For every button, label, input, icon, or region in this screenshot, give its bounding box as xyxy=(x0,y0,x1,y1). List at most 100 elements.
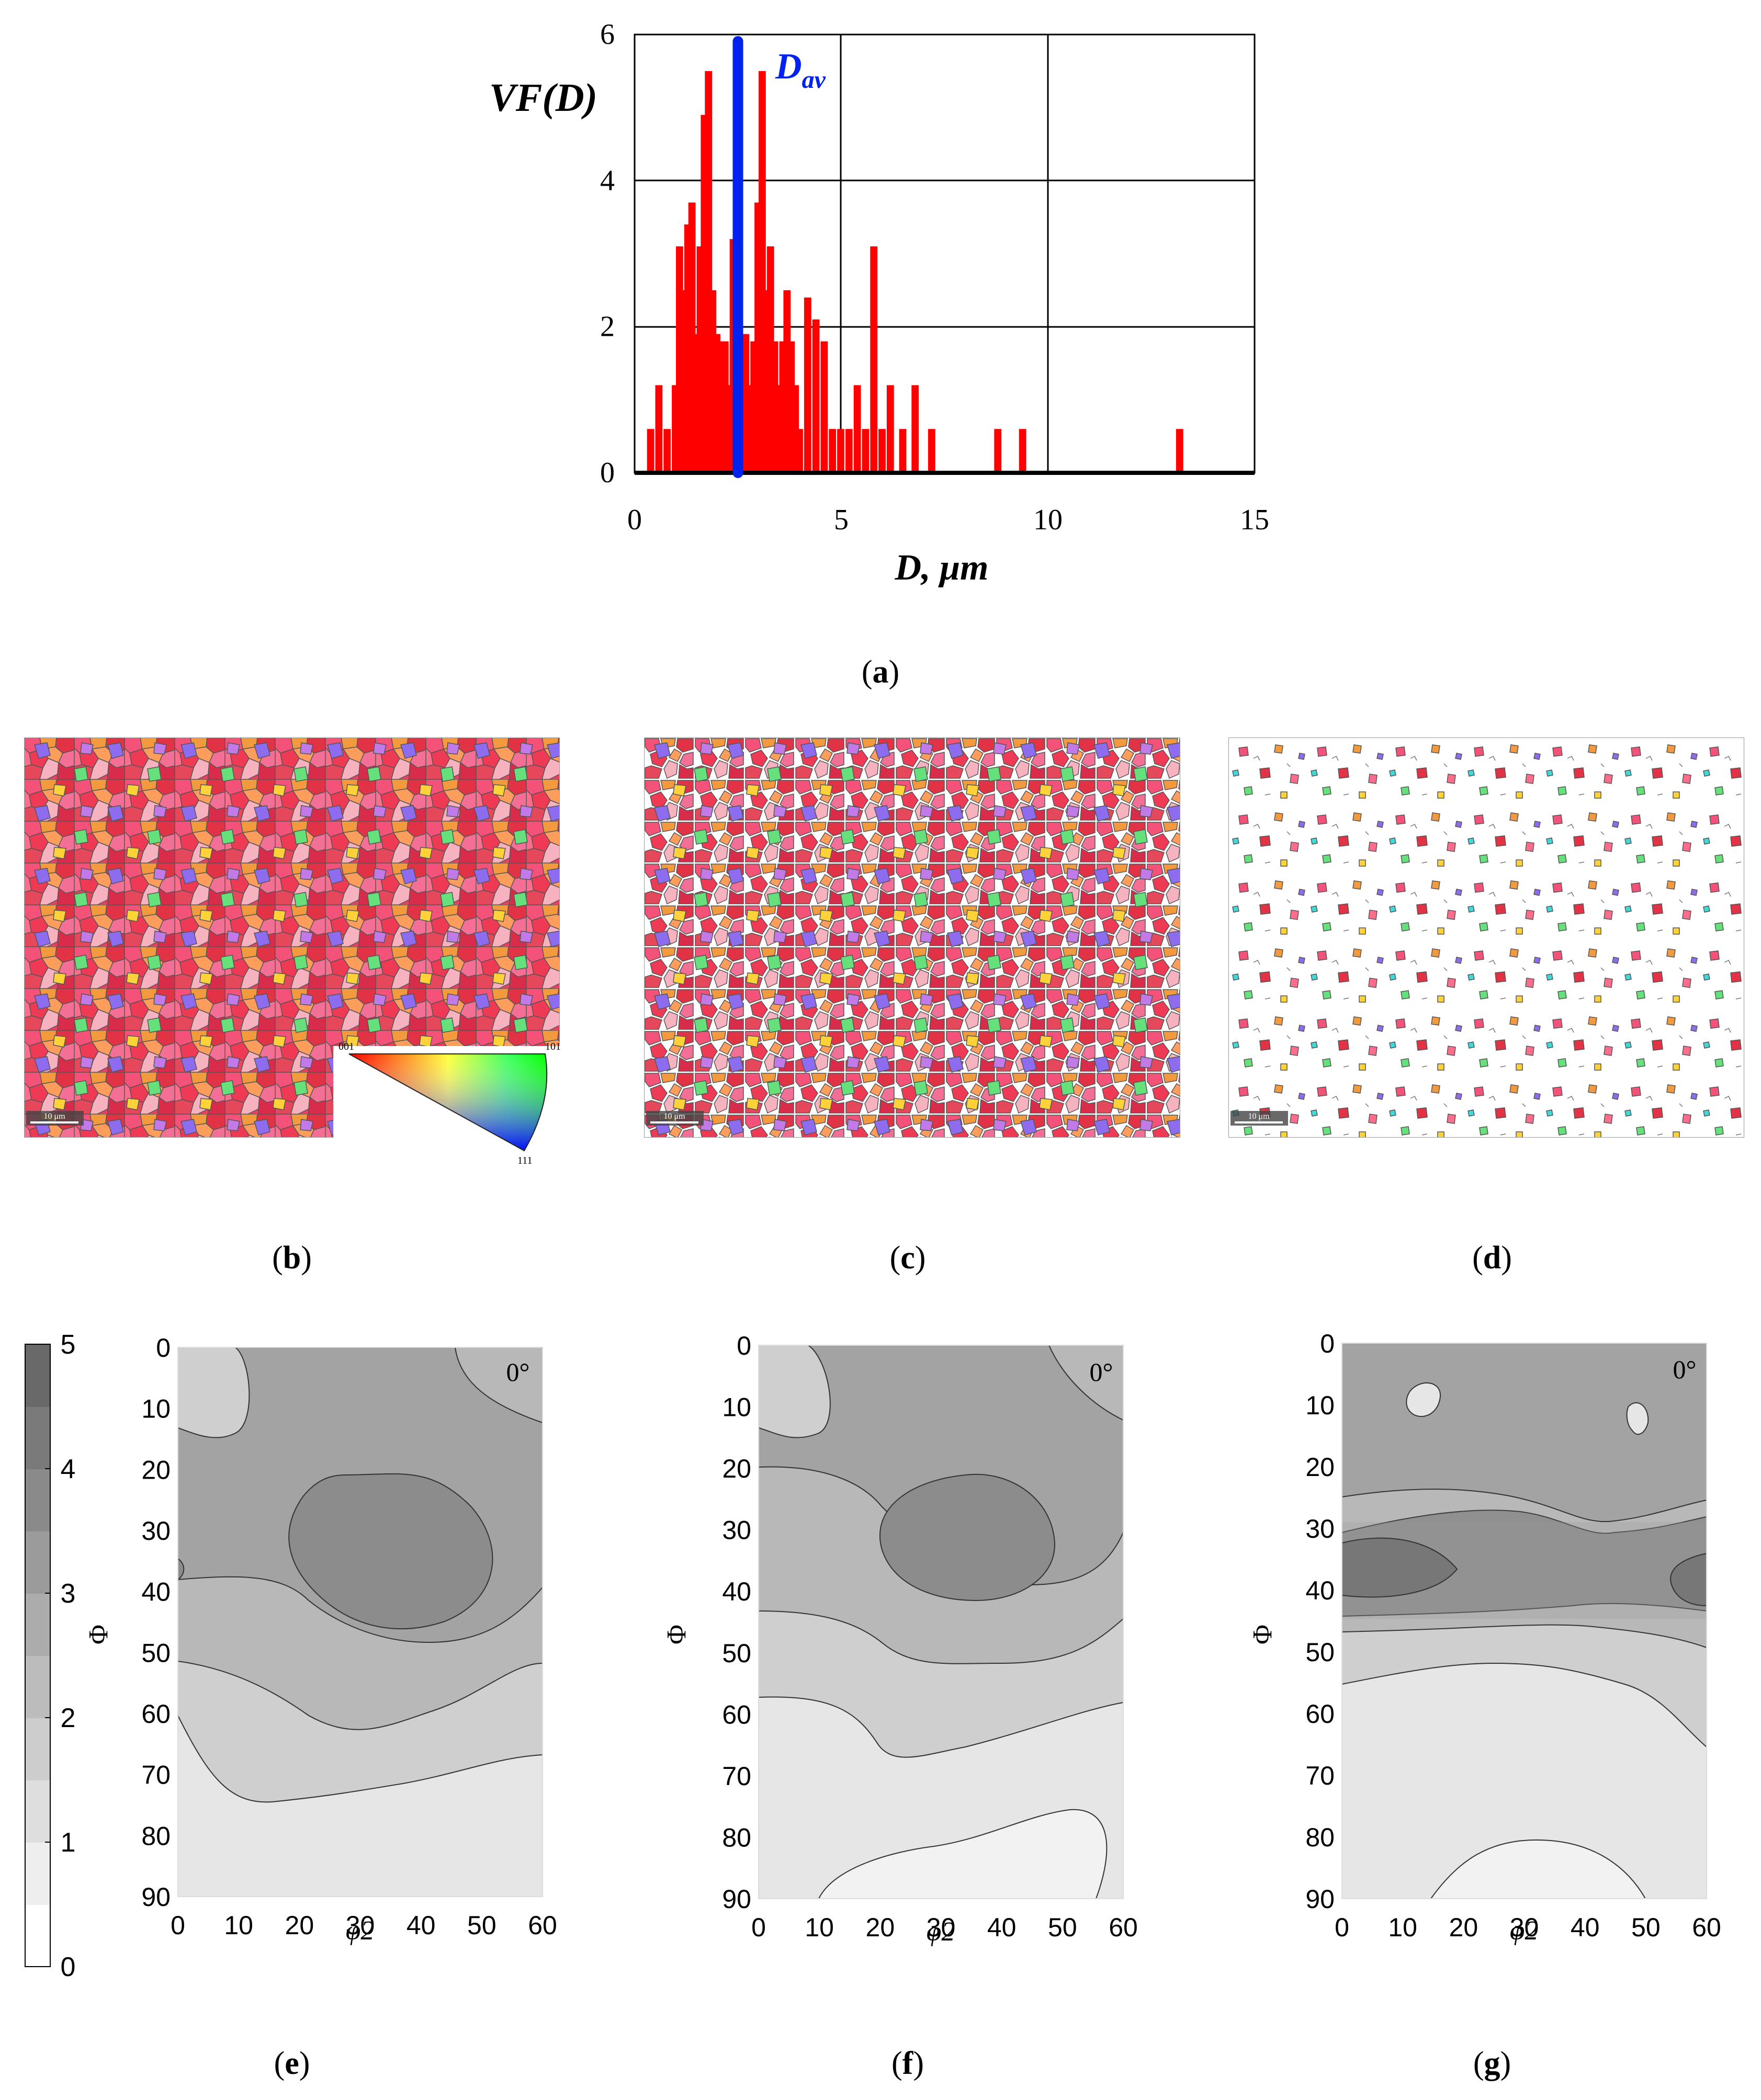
odf-x-tick: 0 xyxy=(751,1913,766,1942)
histogram-chart: 0 5 10 15 0 2 4 6 VF(D) D, μm Dav xyxy=(489,18,1269,588)
odf-y-tick: 40 xyxy=(722,1577,751,1606)
panel-label-b: (b) xyxy=(272,1240,312,1276)
colorbar-step xyxy=(25,1842,50,1905)
odf-y-tick: 30 xyxy=(722,1516,751,1545)
odf-x-tick: 60 xyxy=(1109,1913,1138,1942)
hist-bar xyxy=(655,385,663,473)
panel-label-c: (c) xyxy=(889,1240,926,1276)
ebsd-map-d: 10 μm xyxy=(1228,737,1744,1138)
odf-e-xlabel: φ2 xyxy=(346,1916,375,1946)
odf-x-tick: 30 xyxy=(346,1911,375,1940)
colorbar-step xyxy=(25,1655,50,1718)
hist-bar xyxy=(878,429,886,473)
hist-bar xyxy=(870,246,878,473)
odf-x-tick: 10 xyxy=(805,1913,834,1942)
odf-e-angle: 0° xyxy=(506,1357,530,1387)
colorbar-tick-label: 0 xyxy=(61,1952,76,1977)
odf-y-tick: 30 xyxy=(141,1516,171,1546)
odf-y-tick: 50 xyxy=(1305,1638,1335,1667)
hist-y-ticks: 0 2 4 6 xyxy=(600,18,615,489)
colorbar-tick-label: 2 xyxy=(61,1703,76,1733)
odf-x-tick: 0 xyxy=(171,1911,185,1940)
odf-y-tick: 30 xyxy=(1305,1514,1335,1543)
hist-x-ticks: 0 5 10 15 xyxy=(627,504,1269,536)
colorbar-tick-label: 3 xyxy=(61,1579,76,1609)
ipf-label-101: 101 xyxy=(545,1041,561,1052)
odf-x-tick: 30 xyxy=(927,1913,956,1942)
hist-bar xyxy=(1176,429,1183,473)
odf-x-tick: 50 xyxy=(467,1911,496,1940)
ipf-label-111: 111 xyxy=(517,1155,533,1166)
odf-contour-g: 0 10 20 30 40 50 60 0 10 20 30 40 50 60 70 80 90 0° φ2 Φ xyxy=(1248,1329,1721,1946)
odf-f-axes: 0 10 20 30 40 50 60 0 10 20 30 40 50 60 70 80 90 xyxy=(722,1331,1137,1942)
panel-label-a: (a) xyxy=(861,654,900,690)
odf-y-tick: 70 xyxy=(141,1761,171,1790)
odf-contour-f: 0 10 20 30 40 50 60 0 10 20 30 40 50 60 70 80 90 0° φ2 Φ xyxy=(662,1331,1138,1947)
hist-x-tick: 10 xyxy=(1033,504,1063,536)
odf-y-tick: 0 xyxy=(1320,1329,1335,1358)
odf-g-ylabel: Φ xyxy=(1248,1625,1278,1644)
hist-y-tick: 4 xyxy=(600,164,615,197)
odf-y-tick: 50 xyxy=(141,1638,171,1667)
odf-contour-e: 0 10 20 30 40 50 60 0 10 20 30 40 50 60 70 80 90 0° φ2 Φ xyxy=(84,1333,557,1946)
odf-y-tick: 20 xyxy=(141,1455,171,1484)
ipf-legend: 001 101 111 xyxy=(338,1041,561,1166)
odf-x-tick: 10 xyxy=(1388,1913,1417,1942)
odf-f-angle: 0° xyxy=(1090,1357,1113,1387)
hist-bar xyxy=(837,429,844,473)
odf-y-tick: 20 xyxy=(722,1454,751,1483)
hist-bar xyxy=(899,429,907,473)
ebsd-map-c: 10 μm xyxy=(644,737,1180,1138)
odf-x-tick: 40 xyxy=(1571,1913,1600,1942)
colorbar-tick-label: 4 xyxy=(61,1454,76,1484)
colorbar-step xyxy=(25,1469,50,1531)
panel-label-g: (g) xyxy=(1473,2046,1511,2081)
hist-bar xyxy=(1019,429,1026,473)
odf-y-tick: 80 xyxy=(1305,1823,1335,1852)
colorbar: 0 1 2 3 4 5 xyxy=(25,1330,76,1977)
odf-y-tick: 40 xyxy=(1305,1576,1335,1605)
odf-y-tick: 50 xyxy=(722,1639,751,1668)
odf-y-tick: 70 xyxy=(722,1762,751,1791)
odf-x-tick: 30 xyxy=(1510,1913,1539,1942)
hist-x-label: D, μm xyxy=(895,548,989,588)
hist-bar xyxy=(928,429,935,473)
odf-y-tick: 40 xyxy=(141,1577,171,1607)
odf-y-tick: 10 xyxy=(141,1394,171,1424)
odf-x-tick: 10 xyxy=(224,1911,253,1940)
odf-x-tick: 40 xyxy=(407,1911,436,1940)
hist-bar xyxy=(994,429,1002,473)
odf-e-axes: 0 10 20 30 40 50 60 0 10 20 30 40 50 60 70 80 90 xyxy=(141,1333,557,1940)
hist-bar xyxy=(804,297,811,473)
hist-y-tick: 2 xyxy=(600,311,615,343)
colorbar-tick-label: 5 xyxy=(61,1330,76,1360)
odf-g-angle: 0° xyxy=(1673,1355,1697,1384)
colorbar-step xyxy=(25,1406,50,1469)
hist-bar xyxy=(862,429,870,473)
panel-label-e: (e) xyxy=(274,2046,310,2081)
odf-y-tick: 0 xyxy=(156,1333,171,1363)
hist-bar xyxy=(845,429,853,473)
colorbar-step xyxy=(25,1780,50,1843)
odf-y-tick: 80 xyxy=(722,1823,751,1852)
ipf-label-001: 001 xyxy=(338,1041,354,1052)
odf-y-tick: 80 xyxy=(141,1821,171,1851)
odf-y-tick: 60 xyxy=(141,1699,171,1729)
colorbar-step xyxy=(25,1593,50,1656)
hist-x-tick: 0 xyxy=(627,504,642,536)
scale-bar-b: 10 μm xyxy=(43,1112,65,1121)
scale-bar-c: 10 μm xyxy=(663,1112,685,1121)
colorbar-step xyxy=(25,1344,50,1407)
hist-bar xyxy=(796,429,803,473)
colorbar-step xyxy=(25,1904,50,1967)
hist-y-tick: 6 xyxy=(600,18,615,51)
odf-g-xlabel: φ2 xyxy=(1510,1916,1539,1946)
odf-y-tick: 0 xyxy=(737,1331,751,1360)
hist-y-tick: 0 xyxy=(600,457,615,489)
odf-x-tick: 0 xyxy=(1335,1913,1349,1942)
colorbar-step xyxy=(25,1718,50,1780)
colorbar-tick-label: 1 xyxy=(61,1827,76,1858)
odf-f-ylabel: Φ xyxy=(662,1625,692,1644)
hist-x-tick: 15 xyxy=(1240,504,1269,536)
odf-g-axes: 0 10 20 30 40 50 60 0 10 20 30 40 50 60 70 80 90 xyxy=(1305,1329,1721,1942)
